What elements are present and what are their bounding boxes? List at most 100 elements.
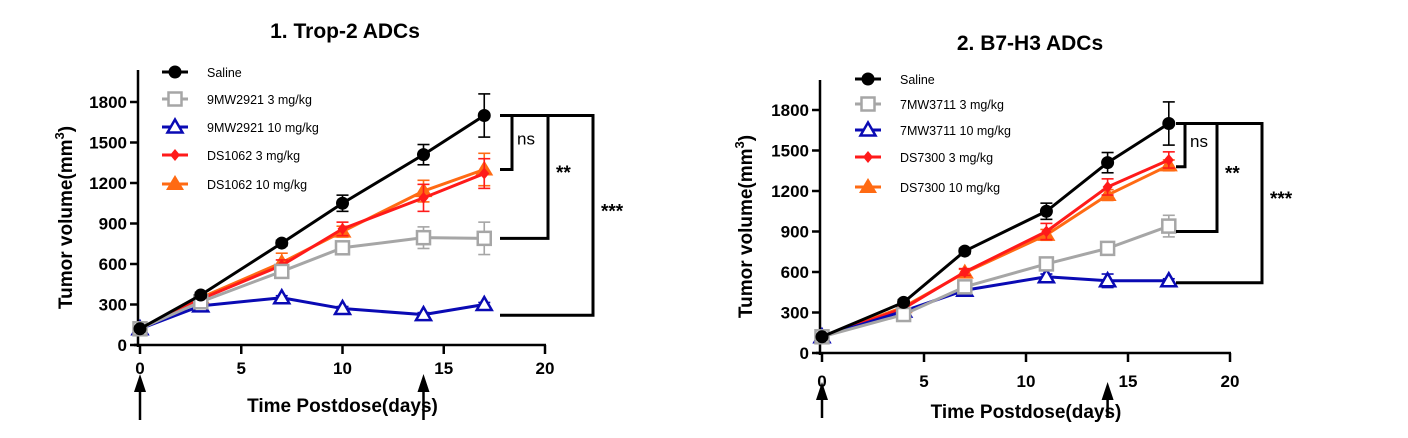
series-line <box>821 224 1170 339</box>
y-axis-label-superscript: 3 <box>732 141 747 148</box>
significance-bracket <box>500 114 514 171</box>
y-axis-label: Tumor volume(mm3) <box>52 126 77 309</box>
x-tick-label: 10 <box>333 359 352 378</box>
data-point <box>895 306 912 323</box>
data-point <box>413 304 434 322</box>
legend-marker <box>860 96 876 112</box>
y-tick-label: 1500 <box>771 142 809 161</box>
data-point <box>476 230 492 247</box>
legend-label: 7MW3711 10 mg/kg <box>900 124 1011 138</box>
x-tick-label: 5 <box>919 372 928 391</box>
dosing-arrow-icon <box>816 382 828 400</box>
data-point <box>1163 153 1174 166</box>
series-line <box>139 114 486 331</box>
dosing-arrow-icon <box>134 374 146 392</box>
x-tick-label: 0 <box>817 372 826 391</box>
data-point <box>133 322 147 336</box>
series-line <box>821 275 1169 339</box>
data-point <box>272 287 292 305</box>
data-point <box>1038 256 1055 272</box>
data-point <box>479 167 490 180</box>
x-tick-label: 0 <box>135 359 144 378</box>
y-axis-label-text: Tumor volume(mm <box>56 139 77 309</box>
series-3: DS7300 3 mg/kg <box>817 151 1175 343</box>
legend-marker <box>858 119 878 137</box>
data-point <box>275 236 289 250</box>
data-point <box>1099 240 1116 257</box>
data-point <box>477 109 491 122</box>
data-point <box>959 266 970 278</box>
chart-title: 2. B7-H3 ADCs <box>957 32 1103 55</box>
significance-bracket <box>1176 122 1187 169</box>
legend-label: DS7300 10 mg/kg <box>900 181 1000 195</box>
legend-label: Saline <box>207 66 242 80</box>
y-tick-label: 0 <box>118 336 127 355</box>
legend-label: DS1062 3 mg/kg <box>207 149 300 163</box>
x-axis-label: Time Postdose(days) <box>931 402 1122 423</box>
data-point <box>194 288 208 302</box>
series-line <box>139 172 485 331</box>
y-tick-label: 900 <box>99 215 127 234</box>
y-tick-label: 1800 <box>771 101 809 120</box>
y-axis-label-superscript: 3 <box>52 132 67 139</box>
y-tick-label: 900 <box>781 223 809 242</box>
significance-label: *** <box>1270 189 1293 210</box>
data-point <box>1102 180 1113 193</box>
series-line <box>139 236 485 331</box>
legend-marker <box>859 178 877 193</box>
dosing-arrow-icon <box>1101 382 1114 400</box>
data-point <box>418 191 429 204</box>
y-tick-label: 1800 <box>89 93 127 112</box>
y-axis-label-text: Tumor volume(mm <box>736 148 757 318</box>
series-line <box>139 296 485 331</box>
series-line <box>821 122 1170 339</box>
data-point <box>1161 218 1177 234</box>
y-axis-label: Tumor volume(mm3) <box>732 135 757 318</box>
data-point <box>1097 270 1118 288</box>
significance-label: ** <box>1225 164 1240 185</box>
data-point <box>958 244 972 258</box>
data-point <box>1039 204 1053 218</box>
y-tick-label: 600 <box>781 263 809 282</box>
data-point <box>1036 266 1057 284</box>
data-point <box>957 279 973 295</box>
y-tick-label: 300 <box>99 296 127 315</box>
series-0: Saline <box>815 72 1176 344</box>
y-tick-label: 300 <box>781 304 809 323</box>
dosing-arrow-icon <box>417 374 430 392</box>
significance-bracket <box>500 114 595 317</box>
legend-marker <box>861 72 875 86</box>
data-point <box>1159 270 1179 288</box>
legend-marker <box>863 151 873 163</box>
series-4: DS7300 10 mg/kg <box>813 156 1178 343</box>
x-axis-label: Time Postdose(days) <box>247 396 438 417</box>
data-point <box>417 148 430 162</box>
data-point <box>1101 156 1115 170</box>
data-point <box>1041 225 1052 238</box>
legend-label: Saline <box>900 73 935 87</box>
significance-label: *** <box>601 201 624 222</box>
legend-marker <box>165 116 185 134</box>
significance-label: ns <box>1190 132 1208 151</box>
data-point <box>336 196 349 210</box>
data-point <box>815 330 829 344</box>
significance-label: ** <box>556 163 571 184</box>
x-tick-label: 10 <box>1017 372 1036 391</box>
series-0: Saline <box>133 65 491 336</box>
legend-marker <box>167 91 183 107</box>
legend-label: 7MW3711 3 mg/kg <box>900 98 1004 112</box>
significance-label: ns <box>517 130 535 149</box>
x-tick-label: 20 <box>536 359 555 378</box>
y-tick-label: 0 <box>800 344 809 363</box>
data-point <box>334 240 351 256</box>
chart-panel-1: 1. Trop-2 ADCs 0 300 600 900 1200 1500 1800 0 5 10… <box>52 20 624 420</box>
legend-marker <box>168 65 182 79</box>
legend-marker <box>166 175 184 190</box>
x-tick-label: 15 <box>434 359 453 378</box>
x-tick-label: 20 <box>1221 372 1240 391</box>
data-point <box>274 263 290 280</box>
legend-label: 9MW2921 10 mg/kg <box>207 121 319 135</box>
series-line <box>821 158 1170 339</box>
chart-panel-2: 2. B7-H3 ADCs 0 300 600 900 1200 1500 1800 0 5 10 1… <box>732 32 1293 423</box>
